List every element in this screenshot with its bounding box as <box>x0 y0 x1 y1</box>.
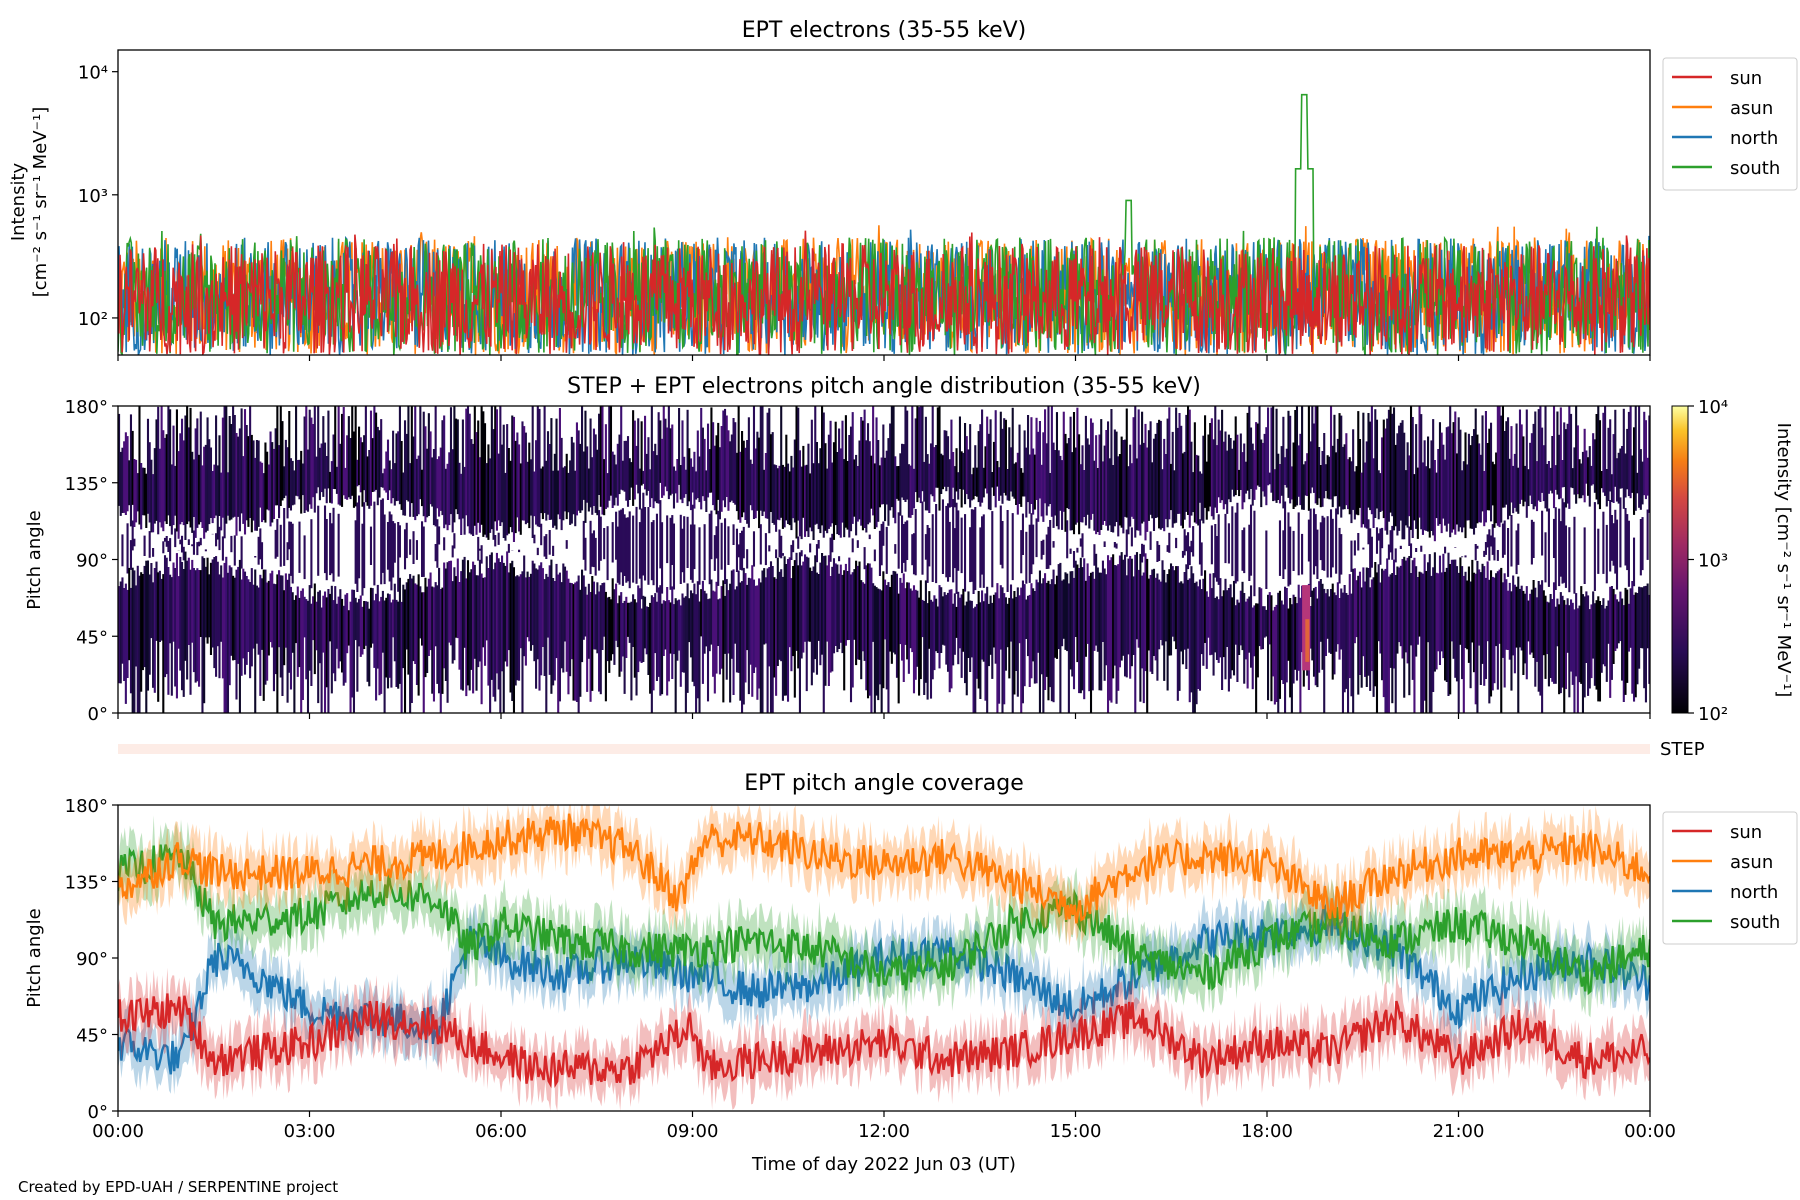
pitch-line-asun <box>118 813 1650 924</box>
panel3-xtick-label: 12:00 <box>858 1121 910 1142</box>
panel2-x-axis <box>117 713 1651 719</box>
panel3-xtick-label: 06:00 <box>475 1121 527 1142</box>
panel1-x-axis <box>117 355 1651 361</box>
pitch-line-sun <box>118 993 1650 1089</box>
panel1-y-axis: 10² 10³ 10⁴ <box>78 63 118 330</box>
panel2-ytick-label: 45° <box>76 627 108 648</box>
step-strip <box>118 744 1650 754</box>
panel2-ytick-label: 90° <box>76 551 108 572</box>
legend-label-south: south <box>1730 912 1780 933</box>
panel1-series-group <box>118 93 1650 355</box>
legend-label-asun: asun <box>1730 98 1773 119</box>
panel3-xlabel: Time of day 2022 Jun 03 (UT) <box>751 1154 1016 1175</box>
panel1-legend: sun asun north south <box>1662 57 1798 191</box>
pitch-line-south <box>118 844 1650 996</box>
panel3-ytick-label: 45° <box>76 1026 108 1047</box>
panel3-xtick-label: 18:00 <box>1241 1121 1293 1142</box>
panel3-series-group <box>118 805 1650 1111</box>
panel2-ytick-label: 0° <box>88 704 108 725</box>
legend-label-north: north <box>1730 128 1778 149</box>
panel3-ytick-label: 90° <box>76 949 108 970</box>
panel3-legend: sun asun north south <box>1662 811 1798 945</box>
legend-label-asun: asun <box>1730 852 1773 873</box>
panel3-x-axis: 00:00 03:00 06:00 09:00 12:00 15:00 18:00 21:00… <box>92 1111 1676 1142</box>
panel2-ytick-label: 135° <box>65 474 108 495</box>
colorbar-tick-label: 10⁴ <box>1698 397 1728 418</box>
series-line-sun <box>118 230 1650 355</box>
panel3-y-axis: 0° 45° 90° 135° 180° <box>65 796 118 1123</box>
colorbar-label-line1: Intensity [cm⁻² s⁻¹ sr⁻¹ MeV⁻¹] <box>1773 423 1794 698</box>
panel1-ylabel-line1: Intensity <box>8 162 29 241</box>
colorbar <box>1671 405 1689 714</box>
panel3-ylabel: Pitch angle <box>24 908 45 1007</box>
panel3-xtick-label: 00:00 <box>92 1121 144 1142</box>
band-asun <box>118 805 1650 947</box>
credit-text: Created by EPD-UAH / SERPENTINE project <box>18 1178 338 1196</box>
panel2-heatmap <box>118 406 1650 713</box>
panel1-ytick-label: 10³ <box>78 186 108 207</box>
panel1-ylabel-line2: [cm⁻² s⁻¹ sr⁻¹ MeV⁻¹] <box>30 107 51 298</box>
panel2-y-axis: 0° 45° 90° 135° 180° <box>65 397 118 725</box>
panel3-ytick-label: 0° <box>88 1102 108 1123</box>
panel2-title: STEP + EPT electrons pitch angle distrib… <box>567 374 1201 399</box>
legend-label-sun: sun <box>1730 822 1762 843</box>
panel3-ytick-label: 135° <box>65 873 108 894</box>
panel3-xtick-label: 03:00 <box>284 1121 336 1142</box>
panel1-ytick-label: 10² <box>78 309 108 330</box>
panel3-title: EPT pitch angle coverage <box>744 771 1024 796</box>
panel3-xtick-label: 00:00 <box>1624 1121 1676 1142</box>
panel3-xtick-label: 21:00 <box>1433 1121 1485 1142</box>
step-label: STEP <box>1660 739 1705 760</box>
legend-label-south: south <box>1730 158 1780 179</box>
panel1-ytick-label: 10⁴ <box>78 63 108 84</box>
panel3-xtick-label: 15:00 <box>1050 1121 1102 1142</box>
panel3-ytick-label: 180° <box>65 796 108 817</box>
panel1-title: EPT electrons (35-55 keV) <box>742 18 1027 43</box>
panel2-ytick-label: 180° <box>65 397 108 418</box>
colorbar-tick-label: 10³ <box>1698 551 1728 572</box>
panel2-ylabel: Pitch angle <box>24 510 45 609</box>
colorbar-ticks: 10² 10³ 10⁴ <box>1688 397 1728 725</box>
legend-label-north: north <box>1730 882 1778 903</box>
colorbar-tick-label: 10² <box>1698 704 1728 725</box>
legend-label-sun: sun <box>1730 68 1762 89</box>
panel3-xtick-label: 09:00 <box>667 1121 719 1142</box>
